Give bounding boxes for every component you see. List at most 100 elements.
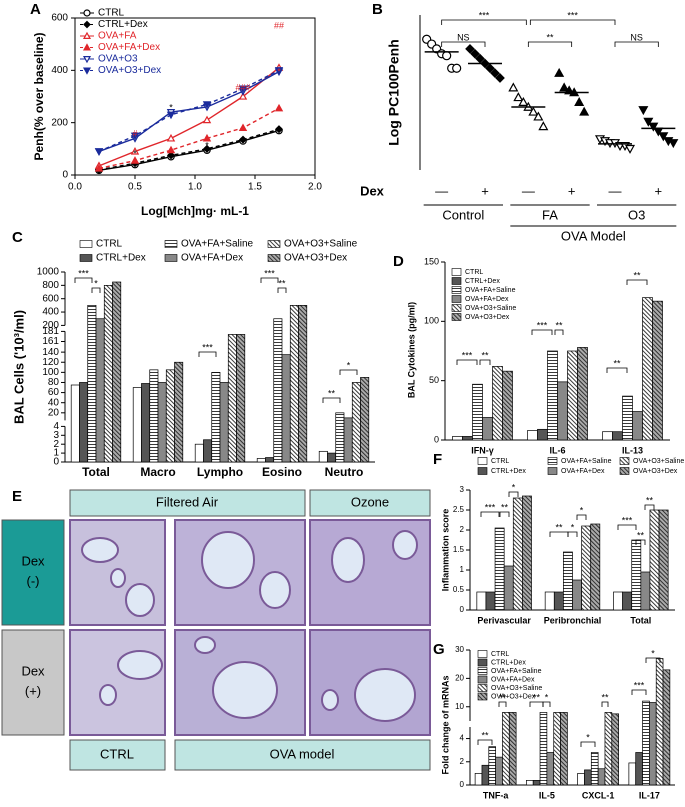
- x-tick-label: CXCL-1: [582, 790, 615, 800]
- significance-bracket: [529, 19, 616, 25]
- legend-label: OVA+FA+Dex: [561, 468, 605, 475]
- y-tick-label: 120: [42, 357, 59, 368]
- marker: [508, 82, 519, 92]
- bar: [273, 318, 283, 463]
- y-tick-label: 30: [455, 645, 464, 654]
- significance-label: ***: [634, 680, 645, 690]
- group-label: OVA model: [270, 746, 335, 761]
- legend-label: OVA+FA+Saline: [491, 668, 542, 675]
- legend-label: CTRL: [491, 651, 509, 658]
- legend-swatch: [267, 254, 281, 262]
- y-tick-label: 2: [53, 439, 59, 450]
- significance-label: NS: [457, 32, 470, 42]
- marker: [559, 82, 570, 92]
- significance-bracket: [477, 739, 493, 745]
- bar: [132, 387, 142, 463]
- bar: [662, 669, 671, 786]
- bar: [219, 382, 229, 463]
- bar: [157, 382, 167, 463]
- vessel: [99, 684, 117, 706]
- bar: [482, 417, 493, 441]
- y-tick-label: 1: [53, 448, 59, 459]
- bar: [495, 756, 503, 786]
- bar: [640, 571, 651, 611]
- significance-label: *: [571, 522, 575, 532]
- bar: [174, 361, 184, 463]
- marker: [624, 144, 636, 154]
- y-tick-label: 10: [455, 702, 464, 711]
- bar: [649, 702, 657, 786]
- significance-bracket: [498, 701, 507, 707]
- bar: [547, 350, 558, 441]
- marker: [668, 139, 679, 149]
- group-box: [69, 739, 166, 771]
- marker: [485, 63, 495, 74]
- legend-label: CTRL: [96, 239, 123, 250]
- marker: [130, 132, 140, 141]
- airway: [331, 537, 365, 583]
- legend-label: CTRL: [98, 8, 125, 19]
- significance-label: ##: [274, 20, 284, 30]
- bar: [522, 495, 532, 611]
- legend-swatch: [477, 692, 488, 701]
- significance-label: ***: [479, 10, 490, 20]
- y-tick-label: 50: [429, 375, 439, 385]
- significance-label: **: [481, 730, 489, 740]
- bar: [95, 318, 105, 463]
- bar: [236, 334, 246, 463]
- bar: [481, 764, 490, 786]
- row-label: (+): [25, 683, 41, 698]
- vessel: [110, 568, 126, 588]
- significance-label: *: [277, 66, 281, 76]
- x-tick-label: Total: [630, 615, 651, 625]
- bar: [492, 366, 503, 441]
- marker: [274, 103, 284, 112]
- bar: [567, 350, 578, 441]
- bar: [632, 411, 643, 441]
- y-tick-label: 161: [42, 336, 59, 347]
- marker: [490, 68, 500, 78]
- x-tick-label: IL-5: [539, 790, 555, 800]
- bar: [281, 354, 291, 463]
- significance-label: **: [555, 522, 563, 532]
- y-tick-label: 100: [424, 316, 439, 326]
- legend-swatch: [619, 457, 630, 465]
- significance-label: **: [328, 388, 336, 398]
- dex-mark: —: [435, 183, 448, 198]
- marker: [274, 67, 284, 75]
- y-axis-label: BAL Cytokines (pg/ml): [406, 302, 416, 398]
- y-axis-label: Inflammation score: [440, 509, 450, 592]
- bar: [87, 305, 97, 463]
- x-tick-label: 0.0: [68, 182, 82, 193]
- y-axis-label: BAL Cells ('10³/ml): [11, 310, 26, 424]
- marker: [82, 67, 92, 75]
- y-tick-label: 800: [42, 280, 59, 291]
- y-axis-label: Penh(% over baseline): [32, 32, 46, 160]
- bar: [563, 551, 573, 611]
- legend-label: OVA+FA: [98, 31, 137, 42]
- bar: [642, 297, 653, 441]
- marker: [554, 67, 565, 77]
- bar: [622, 591, 633, 611]
- legend-swatch: [477, 684, 488, 692]
- x-tick-label: 2.0: [308, 182, 322, 193]
- legend-swatch: [451, 277, 462, 285]
- significance-bracket: [480, 511, 500, 517]
- significance-label: *: [580, 505, 584, 515]
- bar: [577, 347, 588, 441]
- legend-label: CTRL+Dex: [98, 19, 148, 30]
- x-tick-label: Macro: [140, 465, 175, 479]
- bar: [476, 591, 487, 611]
- row-box: [1, 519, 65, 626]
- x-tick-label: IL-13: [622, 445, 643, 455]
- significance-label: **: [546, 32, 554, 42]
- column-header: Filtered Air: [156, 494, 219, 509]
- legend-label: OVA+FA+Dex: [465, 296, 509, 303]
- legend-label: OVA+O3+Dex: [98, 65, 161, 76]
- group-label: FA: [542, 207, 558, 222]
- bar: [527, 430, 538, 441]
- marker: [82, 43, 92, 51]
- significance-label: **: [481, 350, 489, 360]
- bar: [265, 457, 275, 463]
- dex-mark: +: [481, 183, 489, 198]
